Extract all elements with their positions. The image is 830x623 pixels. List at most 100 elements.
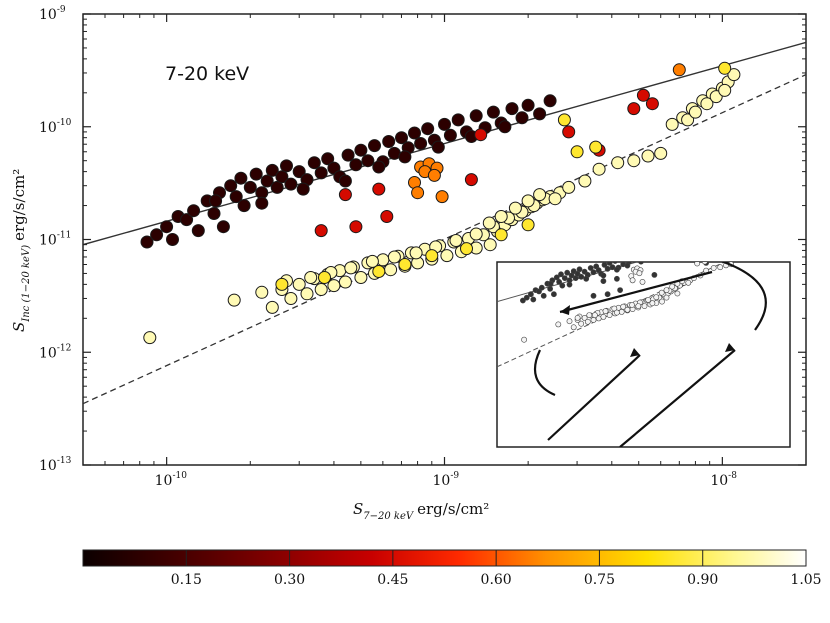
data-point xyxy=(249,167,263,181)
data-point xyxy=(443,128,457,142)
inset-point xyxy=(584,318,591,325)
data-point xyxy=(224,179,238,193)
data-point xyxy=(304,271,318,284)
inset-line-dashed xyxy=(497,262,726,368)
data-point xyxy=(409,246,423,260)
data-point xyxy=(611,156,625,170)
data-point xyxy=(229,190,243,204)
data-point xyxy=(408,126,421,140)
data-point xyxy=(548,192,562,206)
data-point xyxy=(672,63,686,77)
inset-point xyxy=(658,289,665,296)
inset-point xyxy=(574,314,581,321)
data-point xyxy=(166,233,179,246)
data-point xyxy=(384,263,398,277)
inset-point xyxy=(710,265,717,271)
inset-point xyxy=(528,291,534,298)
data-point xyxy=(270,180,284,194)
data-point xyxy=(265,163,279,177)
inset-arrow xyxy=(547,354,641,441)
data-point xyxy=(469,227,483,241)
data-point xyxy=(427,168,441,182)
data-point xyxy=(307,156,321,170)
inset-point xyxy=(555,321,562,328)
inset-point xyxy=(520,297,526,304)
inset-point xyxy=(620,303,627,310)
data-point xyxy=(284,177,298,191)
data-point xyxy=(700,97,714,111)
inset-point xyxy=(636,270,643,277)
data-point xyxy=(486,105,500,119)
data-point xyxy=(681,113,695,127)
inset-point xyxy=(600,313,607,320)
inset-arrow-head xyxy=(725,343,735,352)
data-point xyxy=(349,158,363,172)
inset-point xyxy=(651,271,658,278)
main-plot-area: 10-10 10-9 10-8 10-13 10-12 10-11 10-10 10-9 7-… xyxy=(39,5,807,489)
inset-point xyxy=(638,262,644,265)
inset-point xyxy=(553,274,560,281)
inset-point xyxy=(558,271,564,278)
inset-point xyxy=(566,281,573,288)
inset-arrow-head xyxy=(560,305,570,315)
data-point xyxy=(508,201,522,215)
data-point xyxy=(414,137,428,150)
inset-point xyxy=(663,287,670,293)
inset-point xyxy=(629,277,636,284)
inset-point xyxy=(559,282,566,289)
inset-point xyxy=(674,290,681,297)
data-point xyxy=(338,174,352,188)
colorbar-tick-label: 0.75 xyxy=(584,572,615,588)
fit-line-solid xyxy=(83,41,806,246)
data-point xyxy=(521,98,535,112)
data-point xyxy=(438,117,451,131)
data-point xyxy=(207,207,221,220)
data-point xyxy=(718,61,732,75)
inset-point xyxy=(612,262,618,264)
data-point xyxy=(498,120,512,134)
data-point xyxy=(354,271,368,284)
inset-point xyxy=(523,294,530,301)
data-point xyxy=(533,107,547,121)
inset-point xyxy=(606,312,613,318)
data-point xyxy=(562,180,576,194)
data-point xyxy=(227,293,241,307)
y-tick-label: 10-13 xyxy=(39,456,72,474)
inset-point xyxy=(556,278,562,285)
inset-point xyxy=(602,308,609,314)
y-axis-label: SInc (1−20 keV)erg/s/cm² xyxy=(10,169,32,332)
data-point xyxy=(665,117,679,131)
data-point xyxy=(382,135,396,148)
inset-point xyxy=(604,291,611,298)
data-point xyxy=(143,331,157,345)
inset-point xyxy=(624,306,631,313)
data-point xyxy=(482,216,496,230)
colorbar-tick-label: 0.90 xyxy=(687,572,718,588)
data-point xyxy=(365,254,379,268)
data-point xyxy=(349,220,363,234)
data-point xyxy=(338,275,352,289)
panel-label: 7-20 keV xyxy=(165,63,249,85)
data-point xyxy=(521,218,535,232)
data-point xyxy=(314,224,328,238)
inset-point xyxy=(614,266,620,273)
data-point xyxy=(460,242,473,256)
data-point xyxy=(395,131,408,145)
data-point xyxy=(191,224,205,238)
data-point xyxy=(449,234,463,247)
data-point xyxy=(718,83,732,97)
inset-point xyxy=(669,283,676,290)
data-point xyxy=(341,148,355,162)
inset-point xyxy=(663,294,670,301)
x-tick-label: 10-8 xyxy=(710,471,737,489)
inset-point xyxy=(590,292,597,299)
inset-point xyxy=(592,312,598,318)
inset-point xyxy=(631,262,636,263)
inset-point xyxy=(629,302,635,308)
data-point xyxy=(557,113,571,127)
inset-point xyxy=(685,279,692,286)
inset-point xyxy=(606,262,613,266)
inset-point xyxy=(530,296,537,303)
data-point xyxy=(451,113,465,127)
data-point xyxy=(421,122,435,136)
